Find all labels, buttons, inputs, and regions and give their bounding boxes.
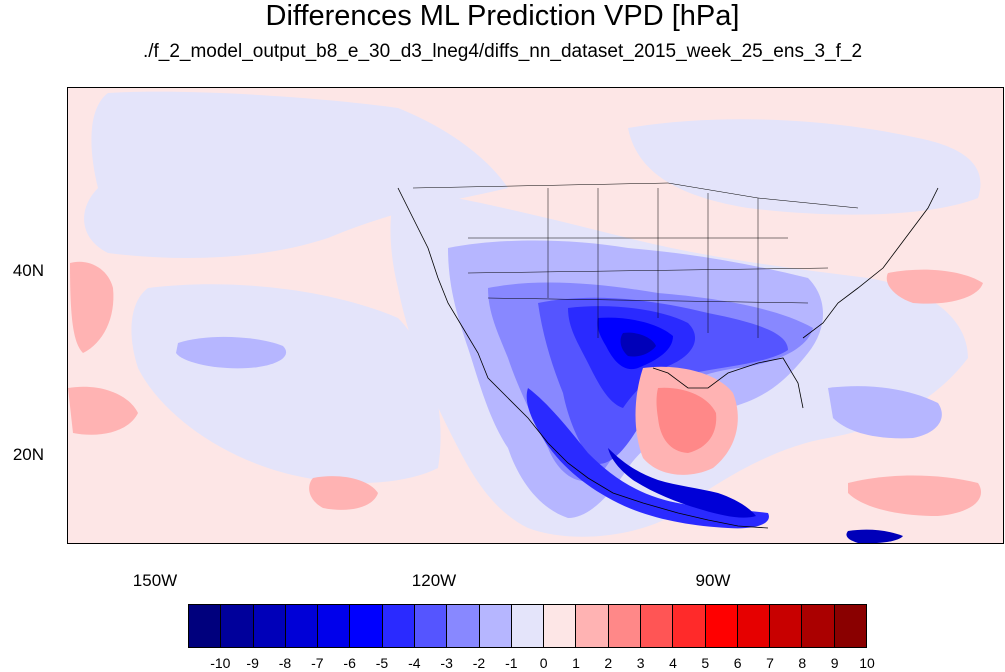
colorbar-tick-label: 0 [539, 655, 548, 671]
field-region-pos1-mid-pacific [309, 476, 378, 510]
colorbar-swatch [221, 605, 254, 647]
colorbar-tick-label: -3 [440, 655, 453, 671]
colorbar-swatch [285, 605, 319, 647]
colorbar-tick-label: -2 [472, 655, 486, 671]
colorbar-swatch [382, 605, 415, 647]
colorbar-tick-label: -9 [246, 655, 259, 671]
colorbar-swatch [608, 605, 641, 647]
field-region-pos1-west [70, 261, 114, 353]
colorbar-tick-label: -5 [375, 655, 389, 671]
colorbar-swatch [447, 605, 480, 647]
colorbar-tick-label: 9 [830, 655, 839, 671]
colorbar-swatch [350, 605, 383, 647]
lon-label-120w: 120W [411, 571, 457, 590]
colorbar-swatch [802, 605, 835, 647]
field-region-pos1-southwest [68, 386, 138, 435]
colorbar-tick-label: -7 [311, 655, 324, 671]
us-state-borders [412, 182, 859, 338]
vpd-difference-field [68, 88, 1003, 543]
colorbar-tick-label: 5 [701, 655, 710, 671]
colorbar-swatch [576, 605, 609, 647]
colorbar-swatch [511, 605, 545, 647]
colorbar-swatch [318, 605, 351, 647]
colorbar-swatch [770, 605, 803, 647]
colorbar-tick-label: 1 [572, 655, 580, 671]
colorbar-tick-label: 4 [669, 655, 677, 671]
field-region-pos1-east [886, 269, 983, 304]
colorbar-tick-label: 2 [604, 655, 613, 671]
colorbar-tick-label: -10 [210, 655, 231, 671]
field-region-neg7-central-america [608, 448, 756, 518]
colorbar-tick-label: 10 [859, 655, 875, 671]
colorbar-tick-label: 6 [733, 655, 742, 671]
field-region-pos2-gulf-core [656, 387, 717, 453]
colorbar-swatch [737, 605, 771, 647]
map-subtitle: ./f_2_model_output_b8_e_30_d3_lneg4/diff… [142, 41, 863, 62]
field-region-pos1-caribbean [848, 475, 982, 516]
colorbar-tick-label: 3 [636, 655, 645, 671]
colorbar-swatch [414, 605, 448, 647]
map-plot-area [67, 87, 1004, 544]
colorbar [188, 604, 867, 648]
colorbar-tick-label: -6 [343, 655, 356, 671]
field-region-neg8-southern-edge [846, 529, 903, 543]
field-region-neg2-atlantic [828, 386, 942, 439]
field-region-neg1-pacific-central [131, 284, 441, 483]
lat-label-20n: 20N [12, 445, 44, 464]
lat-label-40n: 40N [12, 261, 44, 280]
colorbar-swatch [834, 605, 866, 647]
field-region-neg8-texas-peak [620, 332, 656, 357]
colorbar-swatch [640, 605, 674, 647]
colorbar-swatch [673, 605, 706, 647]
field-region-neg1-northeast [628, 119, 981, 215]
colorbar-tick-label: -8 [278, 655, 292, 671]
coastline-north-america [397, 187, 939, 529]
colorbar-swatch [479, 605, 512, 647]
colorbar-swatch [544, 605, 577, 647]
field-region-neg2-pacific-patch [176, 336, 287, 369]
map-title: Differences ML Prediction VPD [hPa] [265, 0, 740, 32]
colorbar-tick-label: 8 [798, 655, 807, 671]
colorbar-swatch [253, 605, 286, 647]
colorbar-tick-label: -4 [408, 655, 421, 671]
colorbar-swatch [705, 605, 738, 647]
colorbar-tick-label: -1 [505, 655, 518, 671]
colorbar-swatch [189, 605, 222, 647]
colorbar-tick-label: 7 [766, 655, 774, 671]
lon-label-150w: 150W [132, 571, 178, 590]
lon-label-90w: 90W [695, 571, 731, 590]
field-region-neg1-pacific-north [84, 91, 509, 258]
